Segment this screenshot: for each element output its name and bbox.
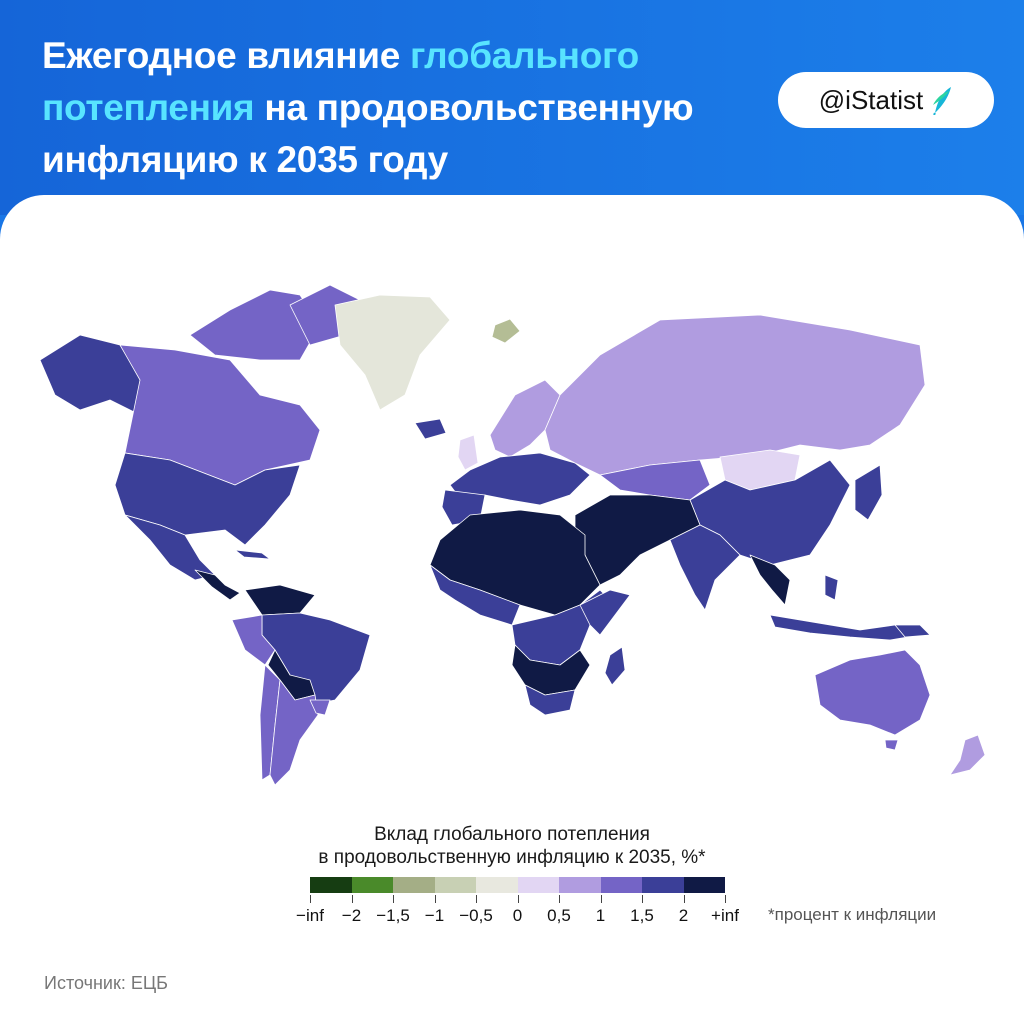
region-russia (544, 314, 926, 476)
region-png (894, 624, 931, 638)
region-uk (457, 434, 479, 471)
legend-tick-label: −inf (296, 906, 324, 925)
badge-handle: @iStatist (818, 84, 924, 115)
region-australia (814, 649, 931, 736)
region-cuba (234, 549, 271, 560)
legend-note: *процент к инфляции (768, 905, 937, 924)
page-title: Ежегодное влияние глобального потепления… (42, 30, 762, 186)
legend-swatch (600, 877, 642, 893)
region-iceland (414, 418, 447, 440)
legend-swatch (351, 877, 393, 893)
legend-swatch (559, 877, 601, 893)
legend-swatch (683, 877, 725, 893)
region-kazakhstan (599, 459, 711, 501)
region-south-africa (524, 684, 576, 716)
legend-title: Вклад глобального потепления в продоволь… (262, 823, 762, 869)
region-uruguay (309, 699, 331, 716)
region-horn-africa (579, 589, 631, 636)
legend-tick-label: +inf (711, 906, 739, 925)
legend-tick-mark (310, 895, 311, 903)
legend-title-line1: Вклад глобального потепления (374, 824, 650, 845)
region-tasmania (884, 739, 899, 751)
region-philippines (824, 574, 839, 601)
legend-tick-label: −0,5 (459, 906, 493, 925)
legend-tick-mark (559, 895, 560, 903)
legend-tick-mark (434, 895, 436, 903)
legend-tick-label: 2 (678, 906, 689, 925)
title-highlight: глобального потепления (42, 35, 639, 128)
region-new-zealand (949, 734, 986, 776)
legend-tick-mark (683, 895, 685, 903)
region-japan (854, 464, 883, 521)
legend-tick-label: 0,5 (547, 906, 571, 925)
istatist-badge[interactable]: @iStatist (778, 72, 994, 128)
title-text-part: Ежегодное влияние (42, 35, 410, 76)
legend-tick-mark (725, 895, 726, 903)
source-label: Источник: ЕЦБ (44, 973, 168, 993)
legend-swatch (517, 877, 559, 893)
region-central-america (194, 569, 241, 601)
region-greenland (334, 294, 451, 411)
header-banner: Ежегодное влияние глобального потепления… (0, 0, 1024, 215)
legend-tick-label: 1,5 (630, 906, 654, 925)
feather-logo-icon (933, 87, 952, 115)
region-argentina (269, 679, 319, 786)
legend-color-bar (310, 877, 725, 893)
legend-tick-mark (476, 895, 477, 903)
title-text-part: на продовольственную инфляцию к 2035 год… (42, 87, 694, 180)
region-se-asia (749, 554, 791, 606)
legend-ticks: −inf −2 −1,5 −1 −0,5 0 0,5 1 1,5 2 +inf (290, 895, 750, 925)
legend-tick-label: −1,5 (376, 906, 410, 925)
region-india (669, 524, 741, 611)
legend-tick-mark (393, 895, 394, 903)
legend-tick-mark (600, 895, 602, 903)
legend-swatch (310, 877, 352, 893)
region-venezuela (244, 584, 316, 616)
legend-tick-mark (642, 895, 643, 903)
legend-title-line2: в продовольственную инфляцию к 2035, %* (318, 847, 706, 868)
legend-swatch (476, 877, 518, 893)
world-map (39, 284, 986, 786)
legend-tick-mark (517, 895, 519, 903)
region-madagascar (604, 646, 626, 686)
legend-swatch (393, 877, 435, 893)
legend-tick-label: 1 (595, 906, 606, 925)
legend-swatch (642, 877, 684, 893)
legend-tick-label: 0 (512, 906, 523, 925)
region-svalbard (491, 318, 521, 344)
region-southern-africa (511, 644, 591, 696)
legend-tick-label: −2 (341, 906, 362, 925)
legend-tick-label: −1 (424, 906, 445, 925)
legend-tick-mark (351, 895, 353, 903)
content-card: Вклад глобального потепления в продоволь… (0, 195, 1024, 1024)
legend-swatch (434, 877, 476, 893)
